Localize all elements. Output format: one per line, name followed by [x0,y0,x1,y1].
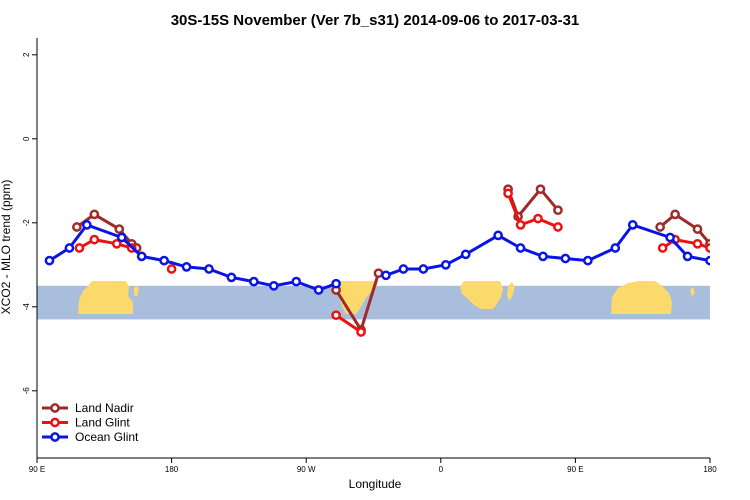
legend-swatch-marker [50,417,60,428]
data-point-ocean-glint [418,264,429,274]
series-line-land-glint [78,238,133,250]
series-layer [44,184,718,337]
series-line-land-glint [506,192,559,229]
series-line-land-glint [335,313,362,334]
data-point-ocean-glint [44,255,55,266]
data-point-land-glint [111,238,122,249]
y-tick-label: -6 [22,387,31,395]
data-point-land-glint [515,220,526,230]
data-point-land-glint [89,234,100,245]
africa-landmass-center [460,281,503,309]
africa-landmass [78,281,133,314]
data-point-ocean-glint [331,278,341,289]
data-point-ocean-glint [398,264,409,274]
data-point-ocean-glint [627,220,638,230]
data-point-land-glint [692,238,703,249]
data-point-ocean-glint [313,285,324,295]
madagascar-landmass [134,285,139,297]
x-tick-label: 0 [439,465,444,474]
data-point-land-nadir [711,244,718,251]
data-point-land-glint [356,327,366,337]
data-point-land-nadir [553,205,563,216]
y-tick-label: 2 [22,52,31,57]
data-point-ocean-glint [82,220,92,230]
data-point-ocean-glint [460,249,471,260]
series-line-land-nadir [659,212,710,245]
axes: 90 E 180 90 W 0 90 E 180 2 0 -2 -4 -6 [22,38,717,474]
legend-label: Land Nadir [75,401,134,415]
data-point-land-glint [533,213,543,224]
data-point-land-glint [74,243,85,253]
data-point-land-nadir [692,224,703,234]
data-point-ocean-glint [705,255,710,266]
data-point-ocean-glint [136,251,147,262]
data-point-ocean-glint [583,255,593,266]
data-point-land-nadir [670,209,680,220]
data-point-land-nadir [114,224,125,234]
data-point-ocean-glint [249,276,259,287]
x-axis-title: Longitude [349,477,402,491]
y-tick-label: -4 [22,303,31,311]
data-point-ocean-glint [493,230,503,241]
series-land-glint [74,188,710,337]
new-zealand-landmass [690,287,695,297]
data-point-ocean-glint [665,232,675,243]
data-point-land-glint [331,310,341,321]
x-tick-label: 90 E [29,465,45,474]
data-point-land-glint [503,188,513,199]
legend-label: Land Glint [75,416,130,430]
legend-label: Ocean Glint [75,430,139,444]
data-point-ocean-glint [291,276,302,287]
data-point-ocean-glint [515,243,526,253]
legend-item-land-glint: Land Glint [42,416,130,430]
x-tick-label: 180 [165,465,179,474]
data-point-ocean-glint [159,255,169,266]
chart-title: 30S-15S November (Ver 7b_s31) 2014-09-06… [171,12,580,29]
data-point-ocean-glint [181,262,192,272]
data-point-ocean-glint [682,251,693,262]
data-point-ocean-glint [610,243,621,253]
y-tick-label: -2 [22,219,31,227]
x-tick-label: 90 W [297,465,316,474]
data-point-land-nadir [655,222,665,232]
data-point-ocean-glint [560,253,571,264]
legend-item-land-nadir: Land Nadir [42,401,134,415]
data-point-land-nadir [535,184,546,195]
data-point-ocean-glint [204,264,214,274]
legend-swatch-marker [50,432,60,442]
y-tick-label: 0 [22,136,31,141]
data-point-land-nadir [72,222,82,232]
madagascar-landmass-center [507,282,515,301]
x-ticks: 90 E 180 90 W 0 90 E 180 [29,458,717,474]
australia-landmass [611,281,672,314]
x-tick-label: 90 E [567,465,583,474]
data-point-ocean-glint [268,280,279,291]
series-line-land-glint [661,238,710,250]
data-point-ocean-glint [226,272,237,283]
data-point-land-glint [657,243,668,253]
data-point-land-nadir [89,209,100,220]
data-point-ocean-glint [116,232,127,243]
data-point-land-glint [166,264,177,274]
legend-swatch-marker [50,403,60,413]
y-axis-title: XCO2 - MLO trend (ppm) [0,180,13,315]
data-point-ocean-glint [440,259,451,270]
data-point-ocean-glint [538,251,548,262]
legend-item-ocean-glint: Ocean Glint [42,430,139,444]
data-point-ocean-glint [381,270,391,281]
data-point-land-glint [553,222,563,232]
data-point-land-glint [705,243,710,253]
y-ticks: 2 0 -2 -4 -6 [22,52,37,394]
data-point-ocean-glint [64,243,75,253]
series-ocean-glint [44,220,710,295]
data-point-land-nadir [373,268,384,279]
x-tick-label: 180 [703,465,717,474]
